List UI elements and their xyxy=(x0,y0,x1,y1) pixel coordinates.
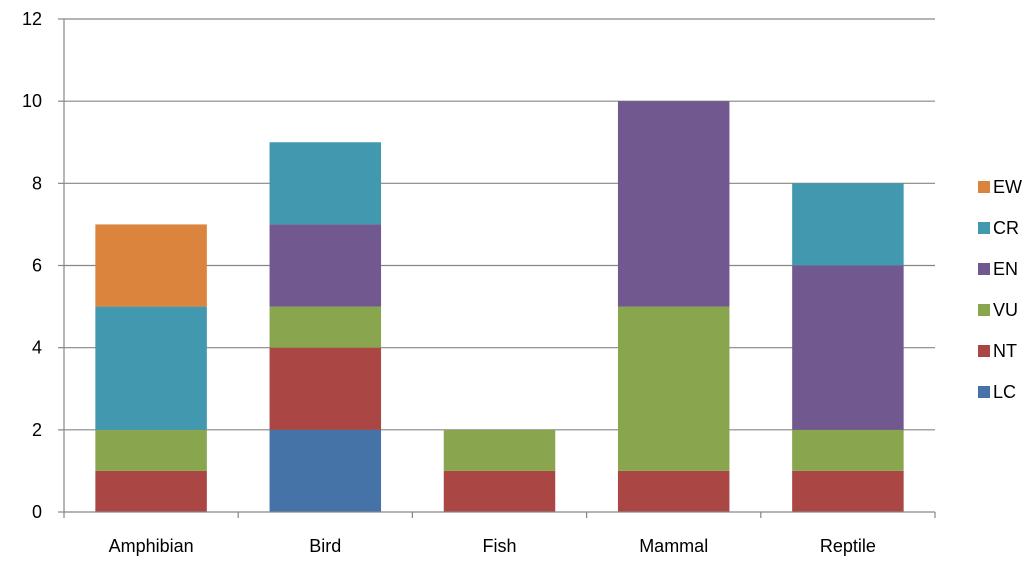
y-tick-label: 10 xyxy=(22,91,42,111)
bar-segment-bird-cr xyxy=(269,142,382,225)
bar-segment-reptile-nt xyxy=(792,470,904,512)
bar-segment-bird-vu xyxy=(269,306,382,348)
legend-swatch-ew xyxy=(978,181,990,193)
y-tick-label: 12 xyxy=(22,9,42,29)
y-tick-label: 0 xyxy=(32,502,42,522)
x-category-label: Reptile xyxy=(820,536,876,556)
bar-segment-bird-lc xyxy=(269,429,382,512)
bar-segment-amphibian-ew xyxy=(95,224,207,307)
bar-segment-reptile-en xyxy=(792,265,904,430)
legend-swatch-vu xyxy=(978,304,990,316)
legend-label-cr: CR xyxy=(993,218,1019,238)
legend-swatch-nt xyxy=(978,345,990,357)
legend-label-vu: VU xyxy=(993,300,1018,320)
legend: EW CR EN VU NT LC xyxy=(978,177,1022,402)
legend-label-lc: LC xyxy=(993,382,1016,402)
x-category-label: Amphibian xyxy=(109,536,194,556)
bar-segment-mammal-nt xyxy=(617,470,730,512)
legend-label-ew: EW xyxy=(993,177,1022,197)
y-tick-label: 6 xyxy=(32,256,42,276)
x-category-label: Fish xyxy=(482,536,516,556)
bar-segment-bird-nt xyxy=(269,347,382,430)
legend-swatch-en xyxy=(978,263,990,275)
bar-segment-mammal-vu xyxy=(617,306,730,471)
bar-segment-fish-nt xyxy=(443,470,556,512)
bar-segment-amphibian-vu xyxy=(95,429,207,471)
gridlines xyxy=(64,18,935,431)
x-category-label: Mammal xyxy=(639,536,708,556)
legend-label-nt: NT xyxy=(993,341,1017,361)
bar-segment-fish-vu xyxy=(443,429,556,471)
y-tick-label: 8 xyxy=(32,173,42,193)
y-tick-label: 4 xyxy=(32,338,42,358)
legend-swatch-cr xyxy=(978,222,990,234)
bars xyxy=(95,101,904,512)
legend-swatch-lc xyxy=(978,386,990,398)
axes: 0 2 4 6 8 10 12 Amphibian Bird Fish Mammal Reptile xyxy=(22,9,936,556)
y-tick-label: 2 xyxy=(32,420,42,440)
bar-segment-amphibian-cr xyxy=(95,306,207,430)
x-category-label: Bird xyxy=(309,536,341,556)
legend-label-en: EN xyxy=(993,259,1018,279)
bar-segment-amphibian-nt xyxy=(95,470,207,512)
bar-segment-mammal-en xyxy=(617,101,730,307)
bar-segment-reptile-vu xyxy=(792,429,904,471)
bar-segment-bird-en xyxy=(269,224,382,307)
bar-segment-reptile-cr xyxy=(792,183,904,266)
